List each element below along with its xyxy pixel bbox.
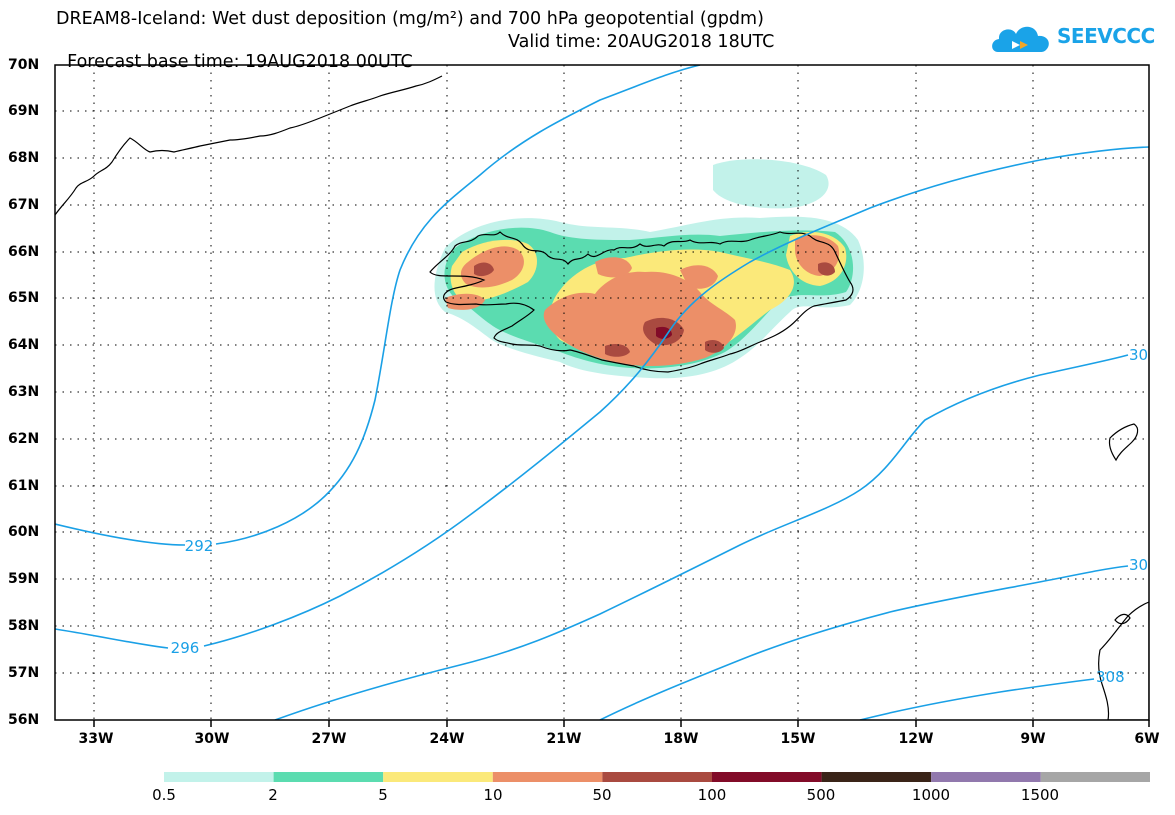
greenland-coastline	[55, 75, 443, 216]
contour-label: 30	[1129, 346, 1148, 364]
contour-292	[55, 65, 701, 546]
legend-label: 100	[697, 786, 727, 804]
legend-label: 2	[268, 786, 278, 804]
contour-300	[274, 354, 1129, 720]
dust-shade-lightest	[713, 159, 829, 209]
contour-label: 30	[1129, 556, 1148, 574]
legend-swatch	[273, 772, 384, 782]
lon-label: 30W	[194, 731, 230, 747]
dust-deposition-field	[434, 159, 864, 379]
dust-shade-red	[705, 340, 724, 353]
lat-label: 70N	[8, 57, 40, 73]
lat-label: 69N	[8, 103, 40, 119]
dust-shade-orange	[543, 271, 736, 366]
legend-label: 0.5	[152, 786, 176, 804]
lon-label: 12W	[898, 731, 934, 747]
legend-swatch	[602, 772, 712, 782]
lon-label: 24W	[429, 731, 465, 747]
legend-swatch	[164, 772, 274, 782]
lon-label: 27W	[311, 731, 347, 747]
iceland-coastline	[429, 231, 854, 373]
legend-swatch	[712, 772, 822, 782]
lat-label: 62N	[8, 431, 40, 447]
lat-label: 67N	[8, 197, 40, 213]
lon-label: 21W	[546, 731, 582, 747]
legend-label: 1000	[911, 786, 951, 804]
base-time-text: Forecast base time: 19AUG2018 00UTC	[67, 52, 413, 72]
contour-labels: 292 296 30 30 308	[171, 346, 1148, 686]
legend-swatch	[931, 772, 1041, 782]
contour-label: 296	[171, 639, 200, 657]
geopotential-contours	[55, 65, 1149, 720]
dust-shade-darkred	[656, 326, 672, 339]
contour-label: 292	[185, 537, 214, 555]
axis-ticks	[93, 720, 1150, 727]
lat-label: 63N	[8, 384, 40, 400]
lat-label: 57N	[8, 665, 40, 681]
coastlines	[55, 75, 1149, 720]
contour-label: 308	[1096, 668, 1125, 686]
legend-label: 10	[483, 786, 503, 804]
lon-label: 33W	[78, 731, 114, 747]
contour-304	[599, 565, 1129, 720]
contour-296	[55, 146, 1149, 649]
legend-swatch	[492, 772, 603, 782]
dust-shade-red	[605, 344, 630, 357]
dust-shade-orange	[595, 257, 632, 278]
legend-swatch	[821, 772, 932, 782]
scotland-coastline	[1098, 601, 1149, 720]
forecast-base-time: Forecast base time: 19AUG2018 00UTC Vali…	[56, 32, 774, 92]
seevccc-logo: SEEVCCC	[990, 18, 1155, 58]
legend-label: 5	[378, 786, 388, 804]
lat-label: 59N	[8, 571, 40, 587]
valid-time-text: Valid time: 20AUG2018 18UTC	[508, 32, 775, 52]
legend-label: 500	[806, 786, 836, 804]
lon-label: 6W	[1134, 731, 1160, 747]
lat-label: 60N	[8, 524, 40, 540]
lon-label: 15W	[780, 731, 816, 747]
logo-text: SEEVCCC	[1057, 24, 1155, 48]
legend-label: 50	[592, 786, 612, 804]
lon-label: 18W	[663, 731, 699, 747]
dust-shade-red	[818, 262, 835, 276]
lat-label: 65N	[8, 290, 40, 306]
legend-swatch	[383, 772, 493, 782]
faroe-shetland-coastline	[1108, 423, 1139, 462]
legend-swatch	[1040, 772, 1150, 782]
lon-label: 9W	[1020, 731, 1046, 747]
map-title: DREAM8-Iceland: Wet dust deposition (mg/…	[56, 9, 764, 29]
legend-label: 1500	[1020, 786, 1060, 804]
lat-label: 58N	[8, 618, 40, 634]
lat-label: 68N	[8, 150, 40, 166]
lat-label: 56N	[8, 712, 40, 728]
scotland-coastline	[1114, 613, 1131, 625]
lat-label: 61N	[8, 478, 40, 494]
contour-308	[859, 678, 1095, 720]
dust-shade-red	[474, 262, 494, 277]
lat-label: 64N	[8, 337, 40, 353]
lat-label: 66N	[8, 244, 40, 260]
map-frame	[54, 64, 1150, 721]
cloud-icon	[992, 26, 1049, 52]
dust-shade-orange	[680, 265, 718, 289]
legend-colorbar	[164, 772, 1150, 782]
